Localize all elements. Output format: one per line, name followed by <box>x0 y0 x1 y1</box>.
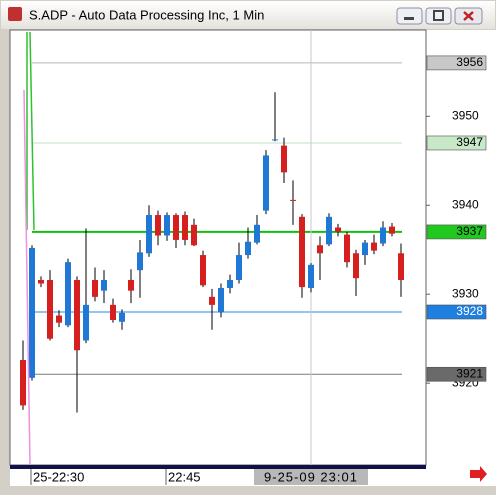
minimize-icon <box>404 17 414 20</box>
candle-body <box>308 264 314 288</box>
candle-body <box>92 279 98 297</box>
minimize-button[interactable] <box>396 7 423 25</box>
candle-body <box>101 279 107 291</box>
candle-body <box>380 227 386 244</box>
price-box-label: 3921 <box>456 366 483 380</box>
crosshair-time-box <box>254 469 368 485</box>
x-tick-label: 9-25-09 23:01 <box>264 469 358 484</box>
candle-body <box>398 253 404 280</box>
x-tick-label: 25-22:30 <box>33 469 84 484</box>
restore-icon <box>433 10 444 21</box>
candle-body <box>38 279 44 284</box>
window-buttons[interactable] <box>396 7 483 25</box>
candle-body <box>227 279 233 288</box>
candle-body <box>119 312 125 322</box>
candle-body <box>137 252 143 271</box>
candle-body <box>173 215 179 240</box>
candle-body <box>317 245 323 254</box>
restore-button[interactable] <box>425 7 452 25</box>
candle-body <box>155 215 161 236</box>
indicator-line <box>23 89 31 466</box>
candle-body <box>290 199 296 201</box>
scroll-arrow[interactable] <box>470 466 487 482</box>
indicator-line <box>29 31 35 231</box>
candle-body <box>209 296 215 305</box>
candle-body <box>65 262 71 326</box>
price-box <box>426 366 487 382</box>
price-box-label: 3928 <box>456 304 483 318</box>
price-box <box>426 304 487 320</box>
candle-body <box>182 215 188 240</box>
candle-body <box>146 215 152 254</box>
y-tick-label: 3950 <box>452 108 479 122</box>
candle-body <box>20 360 26 406</box>
plot-area <box>9 29 427 466</box>
candle-body <box>362 242 368 256</box>
candle-body <box>83 304 89 341</box>
close-icon <box>463 11 474 21</box>
candle-body <box>47 279 53 339</box>
plot <box>20 30 404 465</box>
candle-body <box>245 241 251 256</box>
app-icon <box>8 7 22 21</box>
candle-body <box>281 145 287 173</box>
x-tick-label: 22:45 <box>168 469 201 484</box>
y-tick-label: 3930 <box>452 286 479 300</box>
price-box-label: 3947 <box>456 135 483 149</box>
candle-body <box>335 227 341 232</box>
candle-body <box>353 253 359 279</box>
candle-body <box>191 224 197 246</box>
candle-body <box>74 279 80 351</box>
y-tick-label: 3940 <box>452 197 479 211</box>
candle-body <box>56 315 62 323</box>
candle-body <box>29 247 35 378</box>
candle-body <box>272 139 278 141</box>
candle-body <box>326 216 332 245</box>
time-axis-bar <box>10 465 426 469</box>
candle-body <box>299 216 305 288</box>
candle-body <box>263 155 269 211</box>
candle-body <box>254 224 260 243</box>
candle-body <box>128 279 134 291</box>
price-box-label: 3956 <box>456 55 483 69</box>
candle-body <box>164 215 170 236</box>
candle-body <box>110 304 116 320</box>
price-box-label: 3937 <box>456 224 483 238</box>
candle-body <box>236 255 242 280</box>
candle-body <box>344 234 350 263</box>
candle-body <box>200 255 206 286</box>
candle-body <box>218 287 224 312</box>
price-box <box>426 224 487 240</box>
candle-body <box>371 242 377 251</box>
window-title: S.ADP - Auto Data Processing Inc, 1 Min <box>29 7 264 22</box>
price-box <box>426 135 487 151</box>
price-box <box>426 55 487 71</box>
candle-body <box>389 226 395 234</box>
